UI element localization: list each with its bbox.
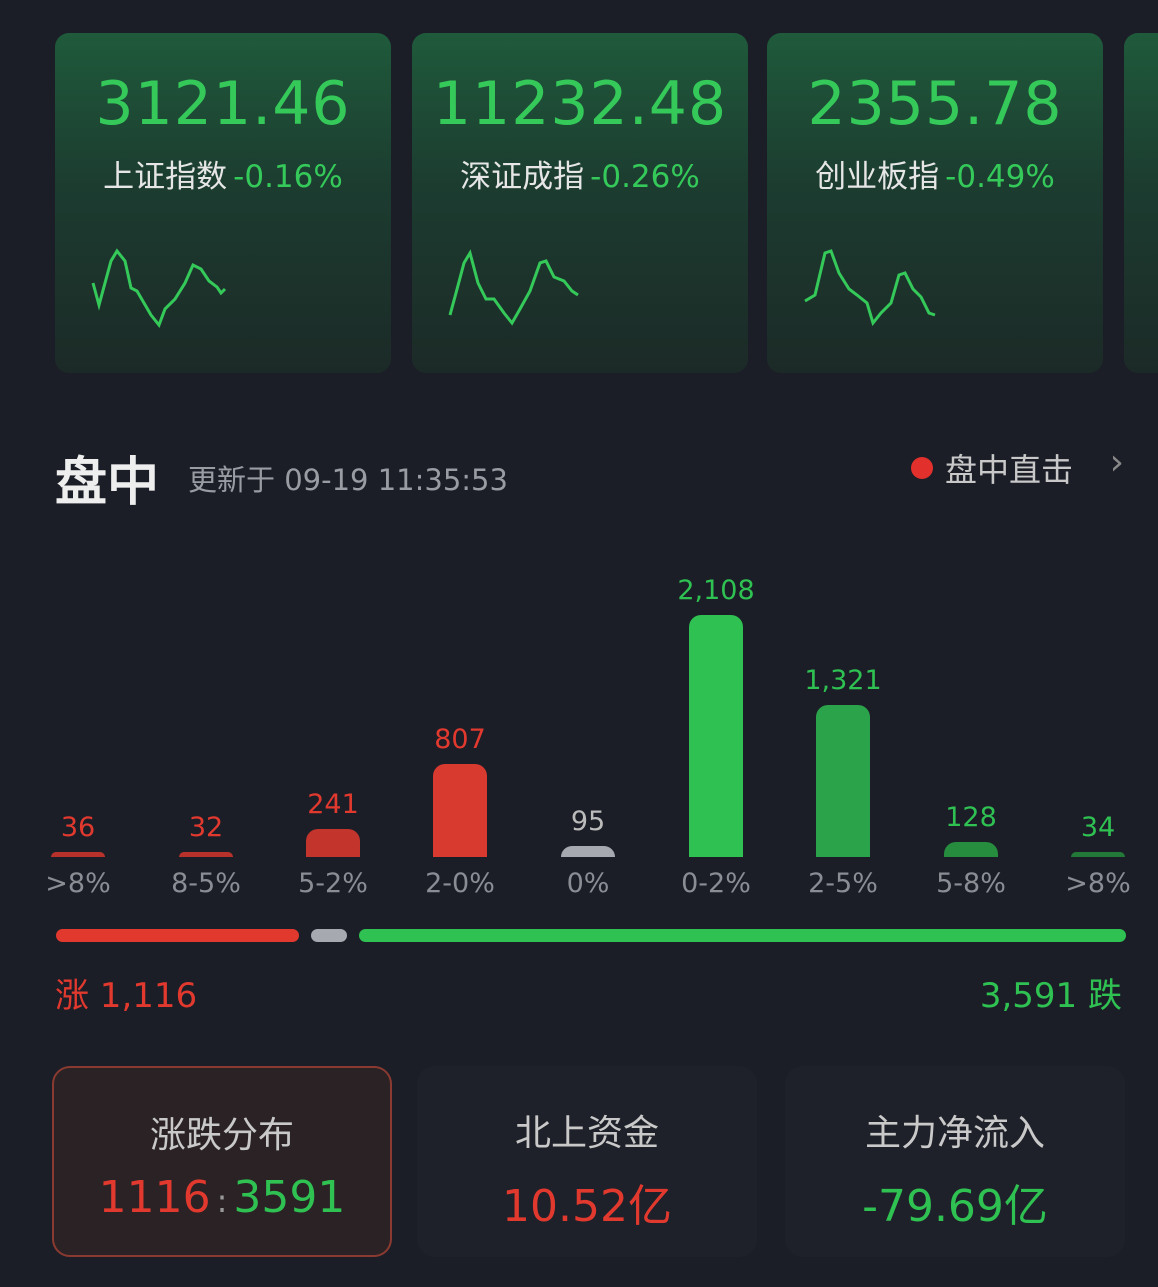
bar <box>306 829 360 857</box>
bar <box>561 846 615 857</box>
flat-proportion-bar <box>311 929 348 942</box>
category-label: >8% <box>45 868 111 899</box>
box-value: 10.52亿 <box>502 1181 672 1232</box>
bar <box>944 842 998 857</box>
bar-value-label: 34 <box>1080 812 1116 843</box>
box-title: 涨跌分布 <box>149 1115 294 1156</box>
bar <box>179 852 233 857</box>
index-name: 创业板指 <box>815 159 940 195</box>
index-name: 深证成指 <box>460 159 585 195</box>
category-label: 8-5% <box>171 868 241 899</box>
tab-distribution[interactable]: 涨跌分布 1116:3591 <box>52 1066 392 1257</box>
live-label: 盘中直击 <box>944 451 1073 489</box>
bar-value-label: 32 <box>188 812 224 843</box>
bar-value-label: 2,108 <box>677 575 755 606</box>
box-title: 北上资金 <box>514 1113 659 1154</box>
sparkline <box>91 248 227 328</box>
bar <box>51 852 105 857</box>
chevron-right-icon[interactable]: › <box>1109 442 1124 483</box>
live-link[interactable]: 盘中直击 <box>910 445 1073 491</box>
bar <box>689 615 743 857</box>
bar-value-label: 241 <box>307 789 359 821</box>
category-label: 5-8% <box>936 868 1006 899</box>
sparkline <box>804 249 936 327</box>
bar <box>433 764 487 857</box>
category-label: 0-2% <box>681 868 751 899</box>
bar <box>1071 852 1125 857</box>
separator: : <box>216 1182 228 1220</box>
box-value: -79.69亿 <box>862 1181 1048 1232</box>
bar <box>816 705 870 857</box>
category-label: 2-5% <box>808 868 878 899</box>
category-label: 2-0% <box>425 868 495 899</box>
live-dot-icon <box>910 457 933 479</box>
index-change: -0.49% <box>945 159 1055 195</box>
box-title: 主力净流入 <box>864 1113 1045 1154</box>
bar-value-label: 807 <box>434 724 486 756</box>
section-title: 盘中 <box>55 453 160 513</box>
index-card-partial[interactable] <box>1124 33 1158 373</box>
index-change: -0.16% <box>233 159 343 195</box>
sparkline <box>448 249 579 326</box>
index-value: 2355.78 <box>807 69 1063 139</box>
up-total: 涨 1,116 <box>55 976 198 1016</box>
bar-value-label: 128 <box>945 802 997 834</box>
down-total: 3,591 跌 <box>979 976 1122 1016</box>
tab-main-inflow[interactable]: 主力净流入 -79.69亿 <box>785 1066 1125 1257</box>
up-proportion-bar <box>56 929 300 942</box>
up-count: 1116 <box>98 1172 211 1223</box>
index-value: 11232.48 <box>432 69 728 139</box>
index-change: -0.26% <box>590 159 700 195</box>
index-name: 上证指数 <box>103 159 228 195</box>
category-label: >8% <box>1065 868 1131 899</box>
index-card-shenzhen[interactable]: 11232.48 深证成指 -0.26% <box>412 33 748 373</box>
category-label: 5-2% <box>298 868 368 899</box>
bar-value-label: 1,321 <box>804 665 882 697</box>
update-time: 更新于 09-19 11:35:53 <box>188 463 508 497</box>
bar-value-label: 95 <box>570 806 606 838</box>
bar-value-label: 36 <box>60 812 96 843</box>
index-card-chinext[interactable]: 2355.78 创业板指 -0.49% <box>767 33 1103 373</box>
category-label: 0% <box>566 868 610 899</box>
index-value: 3121.46 <box>95 69 351 139</box>
tab-northbound[interactable]: 北上资金 10.52亿 <box>417 1066 757 1257</box>
index-card-shanghai[interactable]: 3121.46 上证指数 -0.16% <box>55 33 391 373</box>
down-count: 3591 <box>233 1172 346 1223</box>
down-proportion-bar <box>359 929 1126 942</box>
